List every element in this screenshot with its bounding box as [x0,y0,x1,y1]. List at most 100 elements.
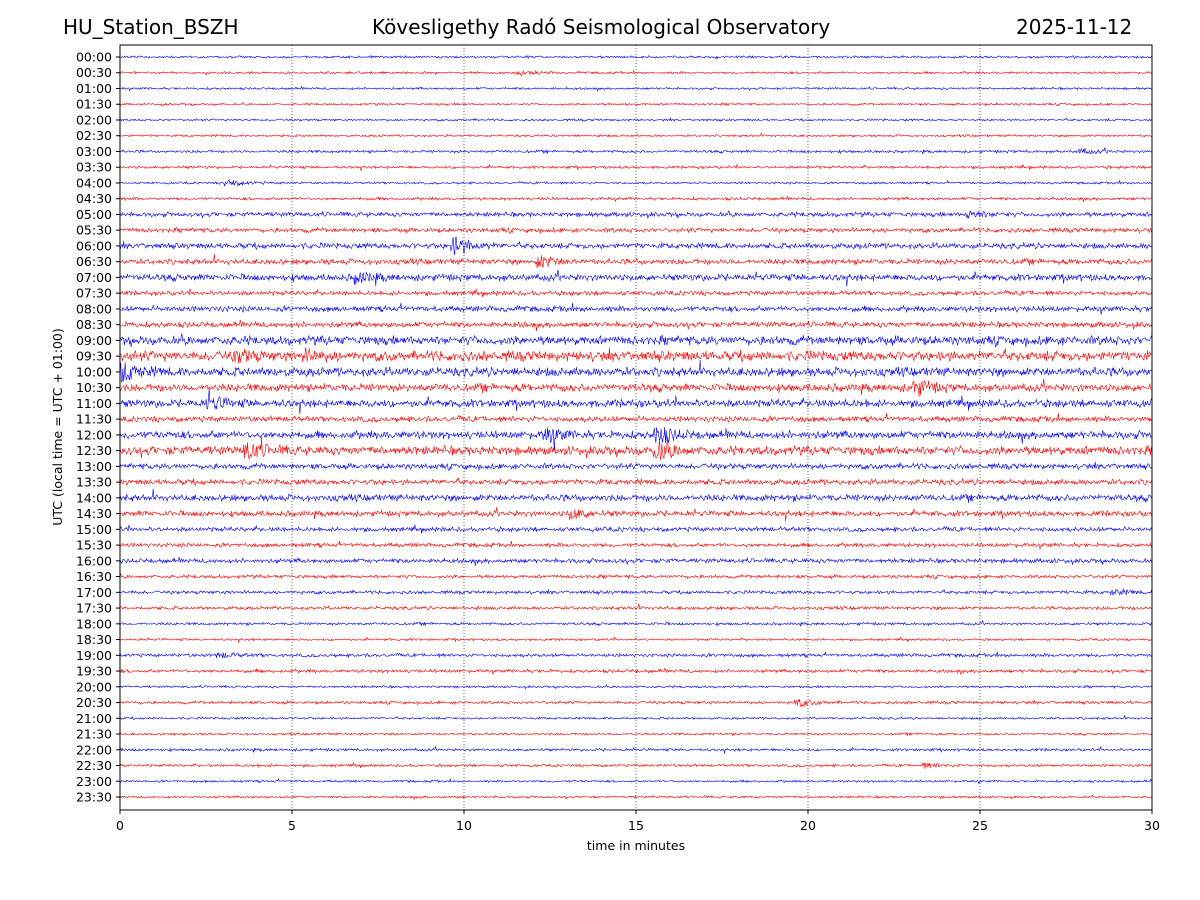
trace-1400 [119,488,1153,503]
y-tick-label: 11:00 [76,396,112,411]
y-tick-label: 22:30 [76,758,112,773]
y-tick-label: 13:30 [76,475,112,490]
trace-2100 [119,715,1153,721]
y-tick-label: 16:30 [76,569,112,584]
trace-1730 [119,603,1153,611]
trace-0000 [119,54,1153,60]
y-tick-label: 16:00 [76,553,112,568]
trace-1430 [119,507,1153,522]
trace-1330 [119,477,1153,487]
trace-0830 [119,319,1153,332]
y-tick-label: 23:30 [76,790,112,805]
trace-0930 [119,346,1153,364]
trace-1200 [119,427,1153,452]
y-tick-label: 06:30 [76,254,112,269]
trace-0230 [119,132,1153,138]
trace-2330 [119,794,1153,801]
y-tick-label: 06:00 [76,238,112,253]
trace-0100 [119,85,1153,93]
trace-1830 [119,636,1153,643]
y-tick-label: 07:30 [76,286,112,301]
trace-0300 [119,147,1153,155]
trace-2300 [119,777,1153,785]
y-tick-label: 21:00 [76,711,112,726]
y-tick-label: 10:30 [76,380,112,395]
y-tick-label: 04:30 [76,191,112,206]
y-tick-label: 22:00 [76,742,112,757]
trace-1900 [119,651,1153,659]
y-tick-label: 08:30 [76,317,112,332]
x-tick-label: 10 [456,818,472,833]
y-tick-label: 14:30 [76,506,112,521]
trace-2200 [119,745,1153,754]
trace-1130 [119,413,1153,424]
y-tick-label: 05:30 [76,223,112,238]
y-tick-label: 05:00 [76,207,112,222]
y-tick-label: 02:00 [76,112,112,127]
y-tick-label: 04:00 [76,175,112,190]
y-tick-label: 15:00 [76,522,112,537]
y-tick-label: 17:00 [76,585,112,600]
trace-0630 [119,254,1153,269]
trace-0500 [119,209,1153,219]
trace-2130 [119,731,1153,737]
trace-1500 [119,524,1153,534]
y-tick-label: 18:30 [76,632,112,647]
y-tick-label: 20:30 [76,695,112,710]
y-tick-label: 10:00 [76,364,112,379]
trace-1100 [119,388,1153,415]
trace-1700 [119,588,1153,596]
trace-1800 [119,619,1153,627]
y-tick-label: 14:00 [76,490,112,505]
date-label: 2025-11-12 [1016,15,1133,39]
y-tick-label: 09:00 [76,333,112,348]
y-axis-label: UTC (local time = UTC + 01:00) [50,328,65,526]
trace-1300 [119,461,1153,472]
y-tick-label: 19:00 [76,648,112,663]
y-tick-label: 07:00 [76,270,112,285]
y-tick-label: 03:30 [76,160,112,175]
trace-1600 [119,556,1153,566]
trace-2230 [119,761,1153,769]
y-tick-label: 23:00 [76,774,112,789]
trace-1930 [119,667,1153,675]
x-tick-label: 25 [972,818,988,833]
x-tick-label: 0 [116,818,124,833]
trace-2000 [119,684,1153,690]
y-tick-label: 02:30 [76,128,112,143]
trace-0130 [119,101,1153,107]
y-tick-label: 01:00 [76,81,112,96]
trace-0530 [119,226,1153,235]
trace-0400 [119,178,1153,187]
trace-0200 [119,117,1153,123]
y-tick-label: 21:30 [76,727,112,742]
trace-0800 [119,302,1153,315]
trace-1000 [119,359,1153,383]
y-tick-label: 11:30 [76,412,112,427]
y-tick-label: 17:30 [76,601,112,616]
trace-0430 [119,195,1153,203]
trace-1030 [119,378,1153,397]
y-tick-label: 12:30 [76,443,112,458]
y-tick-label: 09:30 [76,349,112,364]
x-axis-label: time in minutes [587,838,685,853]
y-tick-label: 20:00 [76,679,112,694]
x-tick-label: 5 [288,818,296,833]
trace-2030 [119,698,1153,708]
x-tick-label: 15 [628,818,644,833]
y-tick-label: 19:30 [76,664,112,679]
trace-1230 [119,437,1153,460]
y-tick-label: 00:00 [76,50,112,65]
x-tick-label: 30 [1144,818,1160,833]
chart-title: Kövesligethy Radó Seismological Observat… [372,15,831,39]
trace-0730 [119,288,1153,298]
y-tick-label: 13:00 [76,459,112,474]
y-tick-label: 12:00 [76,427,112,442]
trace-0030 [119,69,1153,77]
trace-0700 [119,269,1153,287]
y-tick-label: 01:30 [76,97,112,112]
y-tick-label: 15:30 [76,538,112,553]
trace-0600 [119,236,1153,256]
trace-0330 [119,163,1153,171]
